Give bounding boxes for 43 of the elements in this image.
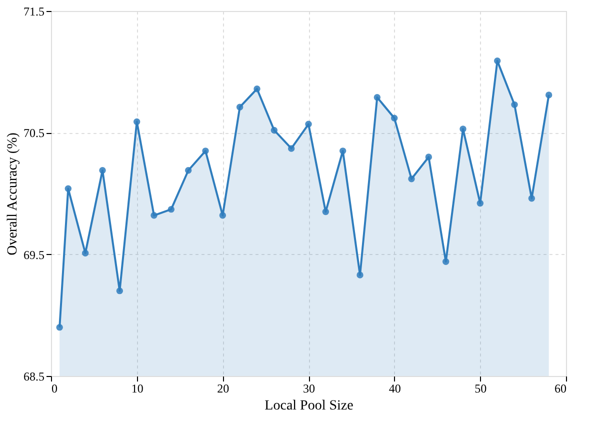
point (305, 120, 312, 128)
point (184, 167, 192, 174)
point (528, 195, 536, 202)
point (494, 58, 501, 64)
point (356, 272, 364, 278)
y-tick-label: 69.5 (24, 248, 44, 262)
y-tick-label: 71.5 (24, 4, 44, 18)
point (202, 148, 209, 154)
x-tick-label: 30 (303, 382, 315, 396)
x-axis-title: Local Pool Size (264, 398, 354, 414)
point (219, 212, 226, 219)
point (460, 126, 466, 132)
y-tick-label: 68.5 (24, 370, 44, 384)
point (82, 250, 89, 256)
point (442, 258, 450, 265)
y-tick-label: 70.5 (24, 126, 44, 140)
point (545, 92, 552, 98)
x-tick-label: 0 (52, 382, 58, 396)
point (339, 148, 346, 154)
point (116, 287, 124, 294)
point (236, 104, 244, 110)
point (56, 324, 63, 331)
point (150, 212, 158, 219)
y-axis-title: Overall Accuracy (%) (6, 132, 20, 256)
point (99, 167, 106, 174)
point (322, 208, 330, 216)
point (511, 101, 518, 108)
point (270, 126, 278, 134)
x-tick-label: 60 (554, 382, 566, 396)
point (476, 200, 484, 207)
x-tick-label: 40 (388, 382, 401, 396)
point (133, 118, 140, 126)
point (64, 185, 72, 192)
point (374, 94, 381, 101)
x-tick-label: 10 (131, 382, 144, 396)
point (390, 114, 398, 122)
point (288, 145, 295, 152)
x-tick-label: 50 (474, 382, 487, 396)
x-tick-label: 20 (217, 382, 230, 396)
point (408, 176, 415, 182)
point (425, 154, 432, 160)
point (168, 206, 175, 213)
point (254, 86, 260, 92)
